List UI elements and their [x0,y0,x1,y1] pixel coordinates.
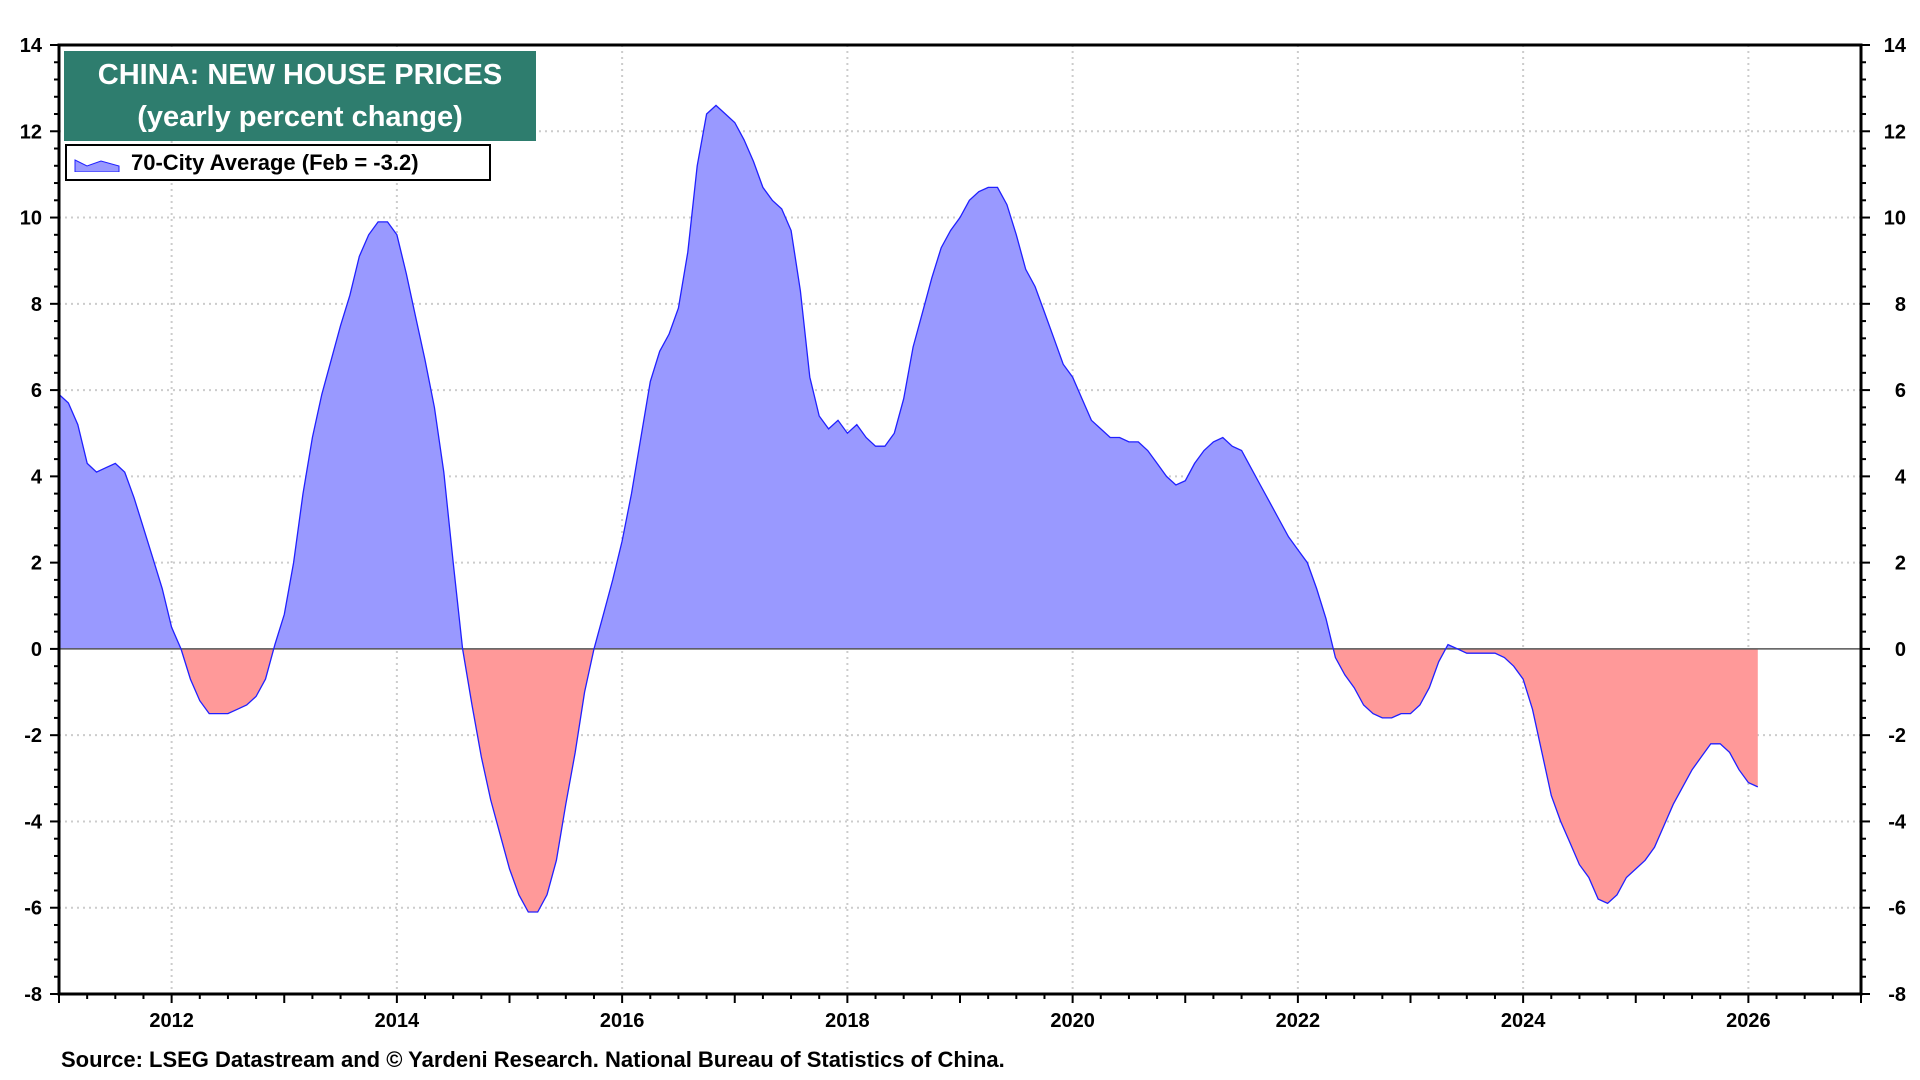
y-tick-label-right: 4 [1895,466,1907,488]
x-tick-label: 2020 [1050,1010,1095,1032]
x-tick-label: 2012 [149,1010,194,1032]
source-note: Source: LSEG Datastream and © Yardeni Re… [61,1047,1005,1072]
y-tick-label-right: -6 [1888,898,1906,920]
legend-swatch-icon [74,158,120,172]
y-tick-label-left: 0 [31,639,42,661]
y-tick-label-right: -2 [1888,725,1906,747]
y-tick-label-left: 12 [20,121,42,143]
positive-area-fill [59,105,1758,649]
axis-ticks [50,44,1870,1003]
y-tick-label-left: 10 [20,208,42,230]
x-tick-label: 2024 [1501,1010,1546,1032]
y-tick-label-left: -4 [24,811,43,833]
y-tick-label-left: 4 [31,466,43,488]
y-tick-label-right: 2 [1895,553,1906,575]
y-tick-label-left: 8 [31,294,42,316]
y-tick-label-right: 6 [1895,380,1906,402]
chart-title: CHINA: NEW HOUSE PRICES [97,59,503,91]
y-tick-label-right: 0 [1895,639,1906,661]
y-tick-label-right: 10 [1884,208,1906,230]
x-tick-label: 2022 [1276,1010,1321,1032]
x-tick-label: 2018 [825,1010,870,1032]
y-tick-label-left: -6 [24,898,42,920]
legend-entry: 70-City Average (Feb = -3.2) [131,149,419,175]
y-tick-label-left: -2 [24,725,42,747]
negative-area-fill [181,648,1758,912]
y-tick-label-right: 12 [1884,121,1906,143]
y-tick-label-left: 6 [31,380,42,402]
y-tick-label-right: 14 [1884,35,1907,57]
chart-subtitle: (yearly percent change) [137,101,463,133]
y-tick-label-left: 14 [20,35,43,57]
y-tick-label-right: -4 [1888,811,1907,833]
legend: 70-City Average (Feb = -3.2) [65,144,491,181]
axis-labels: 14 14 12 12 10 10 8 8 6 6 4 4 2 2 0 0 -2 -2 -4 -4 -6 -6 -8 -8 20… [20,35,1907,1032]
x-tick-label: 2026 [1726,1010,1771,1032]
y-tick-label-left: 2 [31,553,42,575]
chart-title-box: CHINA: NEW HOUSE PRICES (yearly percent … [64,51,536,141]
y-tick-label-right: -8 [1888,984,1906,1006]
x-tick-label: 2016 [600,1010,645,1032]
x-tick-label: 2014 [375,1010,420,1032]
y-tick-label-left: -8 [24,984,42,1006]
y-tick-label-right: 8 [1895,294,1906,316]
series-line-70-city-average [58,104,1759,913]
